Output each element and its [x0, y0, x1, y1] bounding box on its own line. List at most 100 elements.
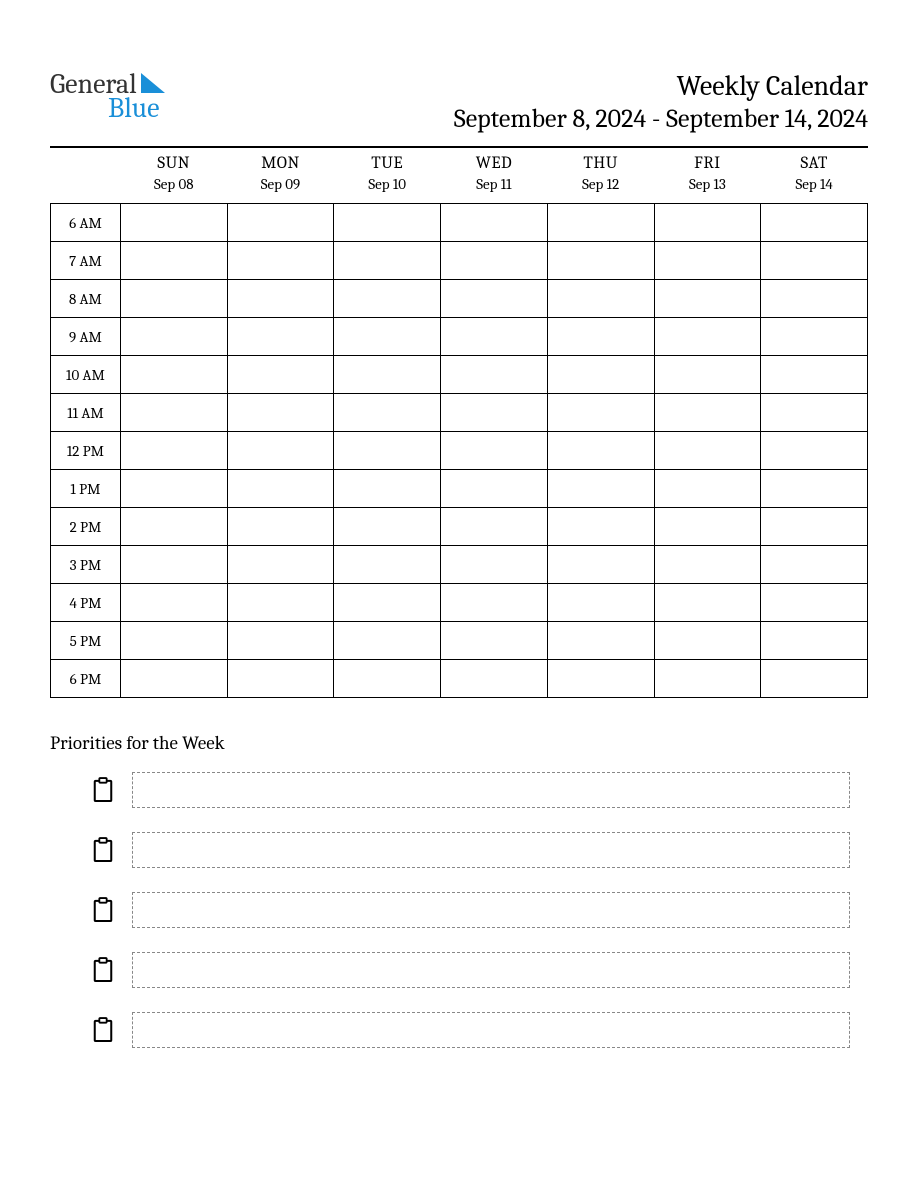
logo-sail-icon — [141, 73, 165, 93]
calendar-cell[interactable] — [334, 546, 441, 584]
calendar-cell[interactable] — [120, 280, 227, 318]
calendar-cell[interactable] — [547, 204, 654, 242]
calendar-cell[interactable] — [654, 508, 761, 546]
calendar-cell[interactable] — [761, 394, 868, 432]
calendar-cell[interactable] — [761, 470, 868, 508]
calendar-cell[interactable] — [441, 280, 548, 318]
calendar-cell[interactable] — [654, 660, 761, 698]
calendar-cell[interactable] — [654, 318, 761, 356]
calendar-cell[interactable] — [120, 242, 227, 280]
calendar-cell[interactable] — [761, 204, 868, 242]
calendar-cell[interactable] — [334, 242, 441, 280]
calendar-cell[interactable] — [761, 318, 868, 356]
calendar-cell[interactable] — [761, 242, 868, 280]
calendar-cell[interactable] — [227, 546, 334, 584]
calendar-cell[interactable] — [654, 242, 761, 280]
calendar-cell[interactable] — [334, 318, 441, 356]
calendar-cell[interactable] — [654, 356, 761, 394]
calendar-cell[interactable] — [120, 470, 227, 508]
clipboard-icon — [92, 1017, 114, 1043]
calendar-cell[interactable] — [334, 356, 441, 394]
calendar-cell[interactable] — [654, 622, 761, 660]
calendar-cell[interactable] — [227, 394, 334, 432]
calendar-cell[interactable] — [441, 356, 548, 394]
calendar-cell[interactable] — [761, 584, 868, 622]
calendar-cell[interactable] — [227, 242, 334, 280]
calendar-cell[interactable] — [120, 394, 227, 432]
calendar-cell[interactable] — [334, 660, 441, 698]
calendar-cell[interactable] — [334, 622, 441, 660]
calendar-cell[interactable] — [547, 508, 654, 546]
time-label: 11 AM — [51, 394, 121, 432]
calendar-cell[interactable] — [654, 204, 761, 242]
calendar-cell[interactable] — [120, 660, 227, 698]
calendar-cell[interactable] — [334, 204, 441, 242]
calendar-cell[interactable] — [654, 584, 761, 622]
calendar-cell[interactable] — [120, 356, 227, 394]
calendar-cell[interactable] — [547, 584, 654, 622]
calendar-cell[interactable] — [227, 204, 334, 242]
calendar-cell[interactable] — [227, 622, 334, 660]
calendar-cell[interactable] — [334, 432, 441, 470]
calendar-cell[interactable] — [441, 660, 548, 698]
calendar-cell[interactable] — [334, 584, 441, 622]
priority-input[interactable] — [132, 1012, 850, 1048]
calendar-cell[interactable] — [227, 584, 334, 622]
calendar-cell[interactable] — [227, 470, 334, 508]
calendar-cell[interactable] — [547, 318, 654, 356]
calendar-cell[interactable] — [654, 432, 761, 470]
calendar-cell[interactable] — [441, 432, 548, 470]
calendar-cell[interactable] — [334, 280, 441, 318]
calendar-cell[interactable] — [120, 508, 227, 546]
calendar-cell[interactable] — [547, 242, 654, 280]
calendar-cell[interactable] — [334, 508, 441, 546]
calendar-cell[interactable] — [441, 242, 548, 280]
calendar-cell[interactable] — [761, 432, 868, 470]
priority-input[interactable] — [132, 772, 850, 808]
calendar-cell[interactable] — [120, 546, 227, 584]
calendar-cell[interactable] — [761, 660, 868, 698]
calendar-cell[interactable] — [441, 204, 548, 242]
calendar-cell[interactable] — [547, 470, 654, 508]
calendar-cell[interactable] — [120, 318, 227, 356]
calendar-cell[interactable] — [334, 394, 441, 432]
priority-input[interactable] — [132, 832, 850, 868]
calendar-cell[interactable] — [547, 546, 654, 584]
calendar-cell[interactable] — [547, 432, 654, 470]
calendar-cell[interactable] — [227, 280, 334, 318]
calendar-cell[interactable] — [120, 622, 227, 660]
calendar-cell[interactable] — [547, 356, 654, 394]
calendar-cell[interactable] — [441, 584, 548, 622]
calendar-cell[interactable] — [334, 470, 441, 508]
calendar-cell[interactable] — [120, 584, 227, 622]
calendar-cell[interactable] — [654, 546, 761, 584]
calendar-cell[interactable] — [761, 508, 868, 546]
priority-input[interactable] — [132, 892, 850, 928]
calendar-cell[interactable] — [761, 622, 868, 660]
calendar-cell[interactable] — [227, 432, 334, 470]
calendar-cell[interactable] — [547, 660, 654, 698]
calendar-cell[interactable] — [441, 546, 548, 584]
calendar-cell[interactable] — [547, 280, 654, 318]
calendar-cell[interactable] — [654, 280, 761, 318]
calendar-cell[interactable] — [761, 356, 868, 394]
calendar-cell[interactable] — [654, 394, 761, 432]
calendar-cell[interactable] — [227, 660, 334, 698]
calendar-cell[interactable] — [227, 318, 334, 356]
calendar-cell[interactable] — [120, 432, 227, 470]
calendar-cell[interactable] — [547, 622, 654, 660]
calendar-cell[interactable] — [761, 546, 868, 584]
calendar-cell[interactable] — [441, 394, 548, 432]
calendar-cell[interactable] — [441, 318, 548, 356]
calendar-cell[interactable] — [654, 470, 761, 508]
calendar-cell[interactable] — [441, 508, 548, 546]
calendar-cell[interactable] — [761, 280, 868, 318]
calendar-cell[interactable] — [227, 356, 334, 394]
calendar-cell[interactable] — [547, 394, 654, 432]
calendar-cell[interactable] — [120, 204, 227, 242]
calendar-cell[interactable] — [227, 508, 334, 546]
priority-input[interactable] — [132, 952, 850, 988]
calendar-cell[interactable] — [441, 622, 548, 660]
calendar-cell[interactable] — [441, 470, 548, 508]
calendar-row: 9 AM — [51, 318, 868, 356]
